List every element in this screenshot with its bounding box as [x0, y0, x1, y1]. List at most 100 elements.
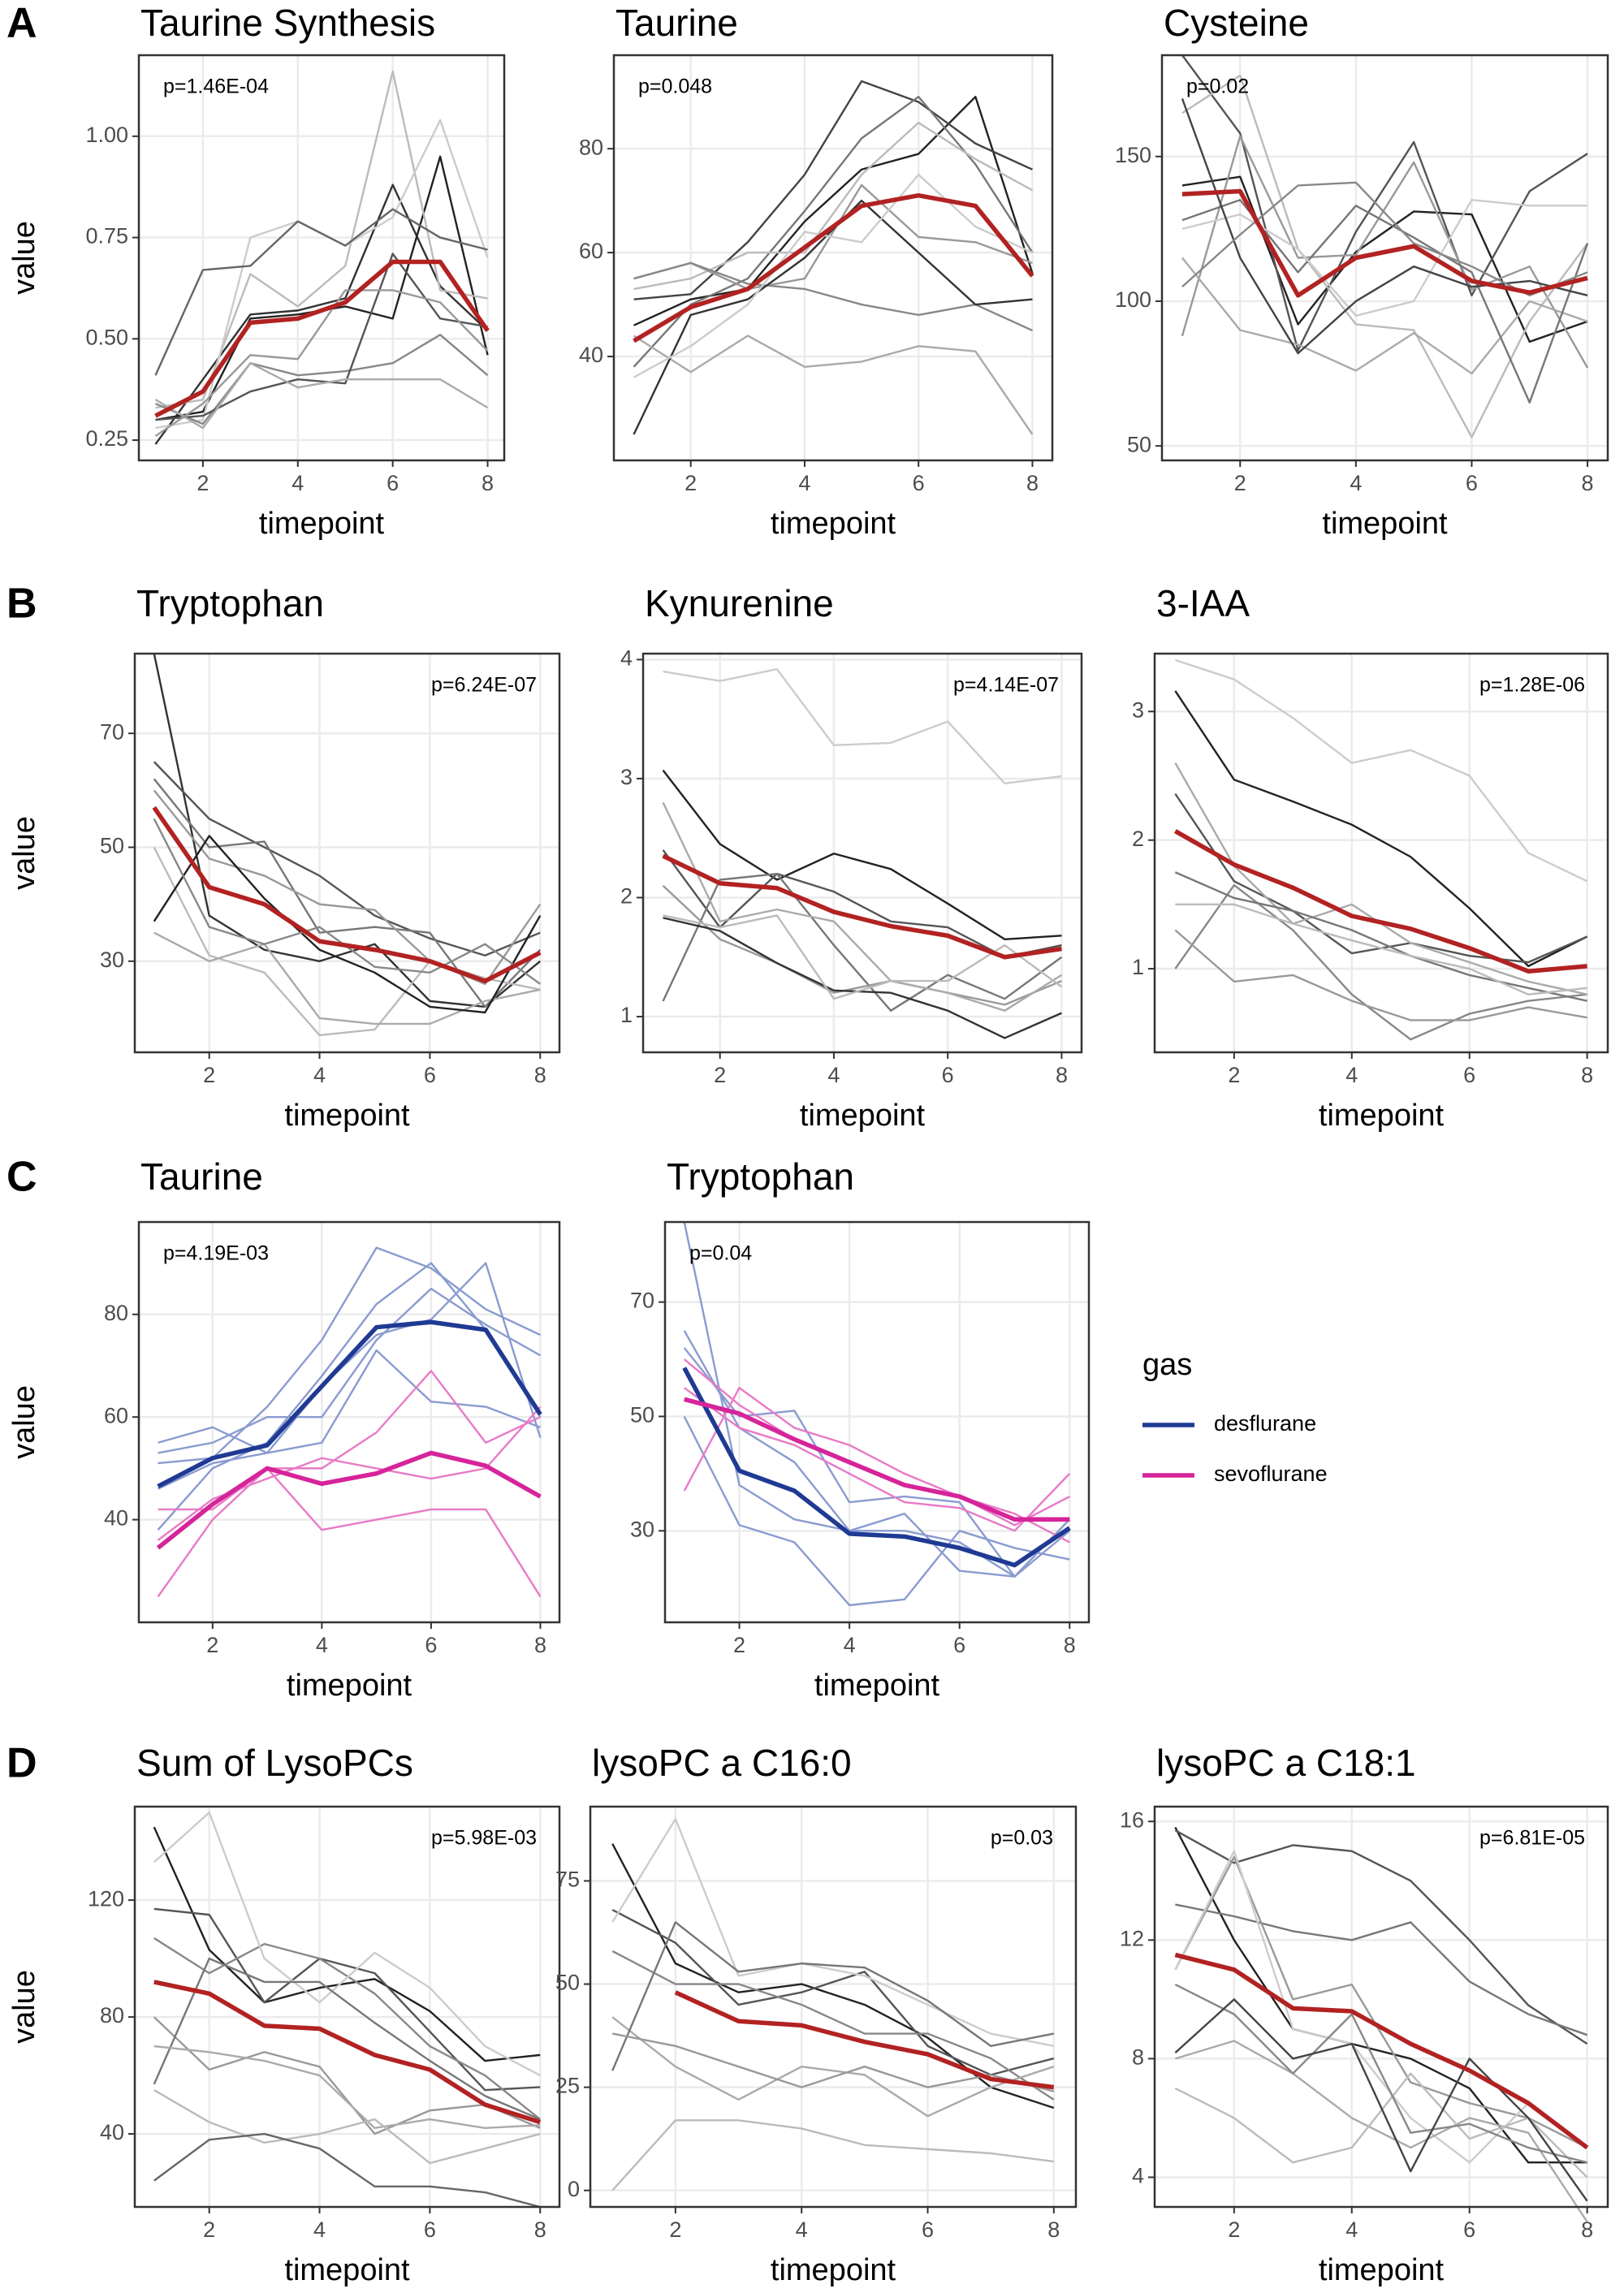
- x-tick-label: 6: [922, 2217, 934, 2242]
- x-tick-label: 8: [1064, 1633, 1076, 1657]
- individual-line: [684, 1387, 1071, 1532]
- plot-border: [589, 1805, 1078, 2209]
- plot-background: [135, 1807, 559, 2207]
- individual-line: [154, 208, 488, 376]
- y-tick-label: 50: [630, 1403, 654, 1427]
- p-value: p=6.81E-05: [1479, 1827, 1585, 1850]
- p-value: p=1.28E-06: [1479, 674, 1585, 697]
- mean-line: [157, 1319, 542, 1488]
- plot-background: [590, 1807, 1076, 2207]
- x-axis-label: timepoint: [284, 1099, 410, 1133]
- individual-line: [153, 2089, 541, 2165]
- y-tick-label: 75: [555, 1868, 580, 1892]
- x-tick-label: 4: [313, 2217, 326, 2242]
- plot-border: [641, 652, 1083, 1054]
- plot-border: [133, 1805, 561, 2209]
- y-tick-label: 30: [100, 948, 124, 972]
- mean-line: [156, 1450, 542, 1550]
- chart-title: lysoPC a C18:1: [1156, 1742, 1416, 1784]
- plot-background: [1162, 55, 1608, 460]
- y-tick-label: 70: [630, 1289, 654, 1313]
- x-tick-label: 6: [1463, 2217, 1475, 2242]
- individual-line: [1181, 54, 1588, 352]
- mean-line: [1181, 188, 1588, 298]
- x-tick-label: 4: [1345, 1063, 1358, 1087]
- individual-line: [1181, 74, 1589, 438]
- individual-line: [611, 2119, 1054, 2192]
- x-tick-label: 8: [534, 2217, 546, 2242]
- panel-label: B: [6, 581, 37, 628]
- x-tick-label: 8: [1047, 2217, 1060, 2242]
- individual-line: [1174, 659, 1588, 883]
- individual-line: [662, 884, 1062, 1006]
- chart-title: Taurine: [615, 2, 738, 44]
- individual-line: [1181, 257, 1588, 375]
- chart-title: 3-IAA: [1156, 582, 1250, 624]
- x-tick-label: 6: [1466, 471, 1478, 495]
- individual-line: [153, 761, 541, 956]
- x-axis-label: timepoint: [1319, 1099, 1445, 1133]
- individual-line: [155, 253, 488, 421]
- individual-line: [633, 80, 1033, 300]
- individual-line: [611, 2016, 1055, 2118]
- p-value: p=4.14E-07: [953, 674, 1059, 697]
- x-tick-label: 8: [534, 1063, 546, 1087]
- chart-title: lysoPC a C16:0: [592, 1742, 852, 1784]
- x-axis-label: timepoint: [814, 1669, 940, 1703]
- y-tick-label: 0.75: [85, 224, 128, 248]
- mean-line: [674, 1990, 1055, 2090]
- legend-title: gas: [1142, 1348, 1192, 1382]
- p-value: p=1.46E-04: [163, 76, 269, 98]
- x-tick-label: 2: [197, 471, 209, 495]
- y-tick-label: 1: [620, 1003, 633, 1027]
- plot-background: [665, 1222, 1089, 1622]
- y-tick-label: 150: [1115, 143, 1151, 167]
- y-tick-label: 50: [555, 1971, 580, 1995]
- x-tick-label: 6: [387, 471, 399, 495]
- y-tick-label: 80: [579, 135, 603, 159]
- individual-line: [633, 95, 1034, 326]
- individual-line: [611, 1843, 1055, 2109]
- y-axis-label: value: [7, 1385, 41, 1459]
- panel-label: D: [6, 1740, 37, 1787]
- individual-line: [611, 1950, 1055, 2101]
- y-tick-label: 3: [1132, 697, 1144, 722]
- individual-line: [683, 1221, 1071, 1578]
- x-tick-label: 4: [313, 1063, 326, 1087]
- x-tick-label: 2: [1228, 1063, 1240, 1087]
- mean-line: [1174, 829, 1587, 974]
- y-tick-label: 4: [620, 646, 633, 670]
- individual-line: [153, 1907, 541, 2092]
- plot-border: [1153, 652, 1609, 1054]
- individual-line: [1174, 2072, 1588, 2179]
- x-tick-label: 2: [203, 2217, 215, 2242]
- x-tick-label: 2: [685, 471, 697, 495]
- chart-title: Taurine: [140, 1155, 263, 1198]
- plot-border: [663, 1220, 1091, 1624]
- x-tick-label: 8: [534, 1633, 546, 1657]
- x-tick-label: 6: [942, 1063, 954, 1087]
- individual-line: [158, 1262, 542, 1490]
- x-tick-label: 4: [316, 1633, 328, 1657]
- y-tick-label: 60: [104, 1403, 128, 1427]
- individual-line: [1174, 883, 1587, 1041]
- individual-line: [662, 872, 1063, 1012]
- x-tick-label: 2: [203, 1063, 215, 1087]
- mean-line: [152, 805, 542, 984]
- chart-title: Cysteine: [1164, 2, 1309, 44]
- individual-line: [662, 769, 1062, 940]
- y-tick-label: 100: [1115, 287, 1151, 312]
- plot-border: [133, 652, 561, 1054]
- individual-line: [1181, 135, 1589, 369]
- individual-line: [1174, 1829, 1588, 2045]
- individual-line: [1181, 98, 1588, 355]
- legend-label: desflurane: [1214, 1411, 1316, 1436]
- chart-title: Kynurenine: [645, 582, 834, 624]
- x-tick-label: 8: [1581, 1063, 1593, 1087]
- y-tick-label: 0.50: [85, 325, 128, 349]
- individual-line: [633, 335, 1034, 435]
- individual-line: [611, 1818, 1055, 2047]
- x-tick-label: 6: [425, 1633, 437, 1657]
- individual-line: [154, 334, 489, 425]
